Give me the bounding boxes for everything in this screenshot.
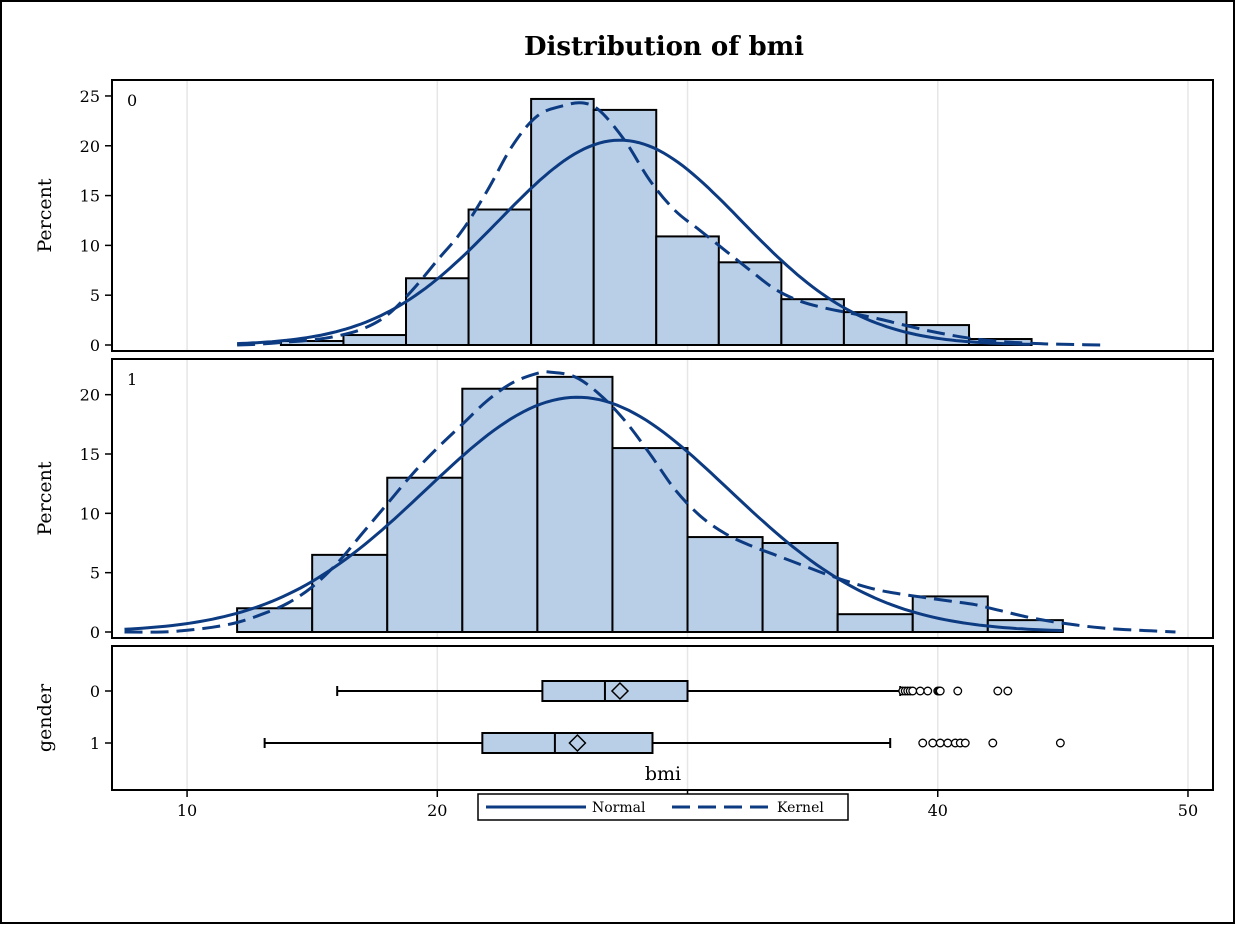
outlier-point — [923, 686, 933, 696]
outlier-point — [908, 686, 918, 696]
histogram-bar — [836, 613, 914, 634]
y-tick-label: 0 — [90, 623, 100, 642]
histogram-bar — [655, 235, 720, 347]
outlier-point — [935, 686, 945, 696]
histogram-bar — [236, 607, 314, 633]
x-axis-label: bmi — [645, 763, 681, 785]
histogram-bar — [386, 476, 464, 633]
histogram-bar — [311, 553, 389, 633]
panel-label: 0 — [127, 91, 137, 110]
histogram-bar — [717, 261, 783, 347]
y-tick-label: 5 — [90, 286, 100, 305]
y-tick-label: 20 — [80, 386, 100, 405]
outlier-point — [943, 738, 953, 748]
outlier-point — [1055, 738, 1065, 748]
y-tick-label: 0 — [90, 682, 100, 701]
legend: Normal Kernel — [477, 793, 849, 821]
box-iqr — [481, 732, 654, 754]
y-tick-label: 20 — [80, 137, 100, 156]
histogram-bar — [461, 387, 539, 633]
y-tick-label: 15 — [80, 187, 100, 206]
y-tick-label: 5 — [90, 564, 100, 583]
outlier-point — [935, 738, 945, 748]
panel-frame — [111, 358, 1214, 639]
panel-frame — [111, 645, 1214, 791]
box-iqr — [541, 680, 689, 702]
boxplot-panel: 0 1 gender — [34, 645, 1214, 791]
histogram-panel-gender-0: 0 0 5 10 15 20 25 Percent — [34, 79, 1214, 355]
outlier-point — [993, 686, 1003, 696]
outlier-point — [960, 738, 970, 748]
x-tick-label: 50 — [1178, 801, 1198, 820]
mean-marker — [568, 733, 587, 753]
normal-curve — [237, 138, 1031, 346]
histogram-bar — [536, 375, 614, 633]
x-tick-label: 20 — [427, 801, 447, 820]
histogram-bar — [686, 536, 764, 633]
outlier-point — [953, 686, 963, 696]
y-axis-label: Percent — [34, 178, 56, 252]
legend-label-kernel: Kernel — [777, 800, 824, 816]
panel-label: 1 — [127, 370, 137, 389]
histogram-bar — [592, 108, 658, 346]
y-tick-label: 0 — [90, 336, 100, 355]
histogram-bar — [530, 97, 595, 346]
kernel-curve — [124, 370, 1176, 634]
x-tick-label: 40 — [928, 801, 948, 820]
histogram-bar — [467, 208, 533, 346]
y-tick-label: 15 — [80, 445, 100, 464]
histogram-bar — [611, 447, 689, 634]
outlier-point — [915, 686, 925, 696]
outlier-point — [918, 738, 928, 748]
y-tick-label: 25 — [80, 87, 100, 106]
y-axis-label: Percent — [34, 461, 56, 535]
chart-title: Distribution of bmi — [524, 32, 804, 62]
outlier-point — [988, 738, 998, 748]
y-tick-label: 10 — [80, 236, 100, 255]
mean-marker — [610, 681, 630, 701]
outlier-point — [1003, 686, 1013, 696]
panel-frame — [111, 79, 1214, 352]
legend-label-normal: Normal — [592, 800, 646, 816]
histogram-bar — [761, 542, 839, 633]
y-tick-label: 1 — [90, 734, 100, 753]
outlier-point — [928, 738, 938, 748]
y-tick-label: 10 — [80, 504, 100, 523]
kernel-curve — [237, 101, 1101, 347]
x-tick-label: 10 — [177, 801, 197, 820]
y-axis-label: gender — [34, 683, 56, 752]
normal-curve — [124, 395, 1063, 633]
histogram-bar — [342, 334, 408, 346]
